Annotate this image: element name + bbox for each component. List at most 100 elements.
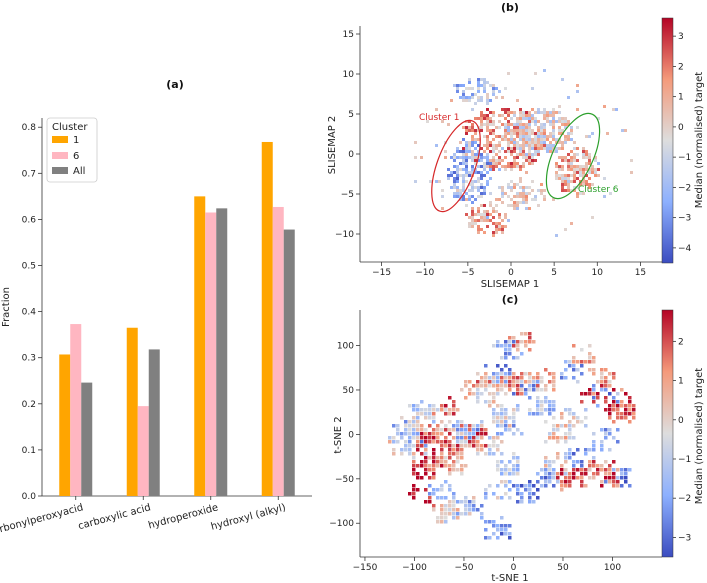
heatmap-cell: [612, 480, 616, 484]
heatmap-cell: [501, 192, 504, 195]
heatmap-cell: [519, 111, 522, 114]
heatmap-cell: [508, 468, 512, 472]
heatmap-cell: [516, 183, 519, 186]
heatmap-cell: [501, 225, 504, 228]
heatmap-cell: [468, 444, 472, 448]
heatmap-cell: [483, 90, 486, 93]
heatmap-cell: [412, 484, 416, 488]
heatmap-cell: [471, 138, 474, 141]
heatmap-cell: [512, 456, 516, 460]
heatmap-cell: [492, 440, 496, 444]
heatmap-cell: [488, 380, 492, 384]
heatmap-cell: [567, 138, 570, 141]
heatmap-cell: [580, 400, 584, 404]
heatmap-cell: [492, 416, 496, 420]
heatmap-cell: [416, 472, 420, 476]
heatmap-cell: [580, 364, 584, 368]
heatmap-cell: [596, 380, 600, 384]
heatmap-cell: [472, 508, 476, 512]
heatmap-cell: [552, 388, 556, 392]
heatmap-cell: [556, 476, 560, 480]
heatmap-cell: [513, 111, 516, 114]
heatmap-cell: [525, 198, 528, 201]
y-tick-label: 0.1: [22, 446, 36, 456]
heatmap-cell: [592, 356, 596, 360]
heatmap-cell: [564, 189, 567, 192]
heatmap-cell: [612, 436, 616, 440]
heatmap-cell: [600, 372, 604, 376]
heatmap-cell: [570, 132, 573, 135]
heatmap-cell: [576, 360, 580, 364]
heatmap-cell: [616, 400, 620, 404]
heatmap-cell: [510, 162, 513, 165]
heatmap-cell: [388, 436, 392, 440]
heatmap-cell: [516, 472, 520, 476]
heatmap-cell: [477, 87, 480, 90]
heatmap-cell: [504, 428, 508, 432]
heatmap-cell: [588, 352, 592, 356]
heatmap-cell: [628, 484, 632, 488]
heatmap-cell: [604, 384, 608, 388]
heatmap-cell: [549, 135, 552, 138]
heatmap-cell: [456, 195, 459, 198]
heatmap-cell: [450, 171, 453, 174]
heatmap-cell: [444, 150, 447, 153]
heatmap-cell: [456, 168, 459, 171]
heatmap-cell: [630, 159, 633, 162]
heatmap-cell: [501, 219, 504, 222]
heatmap-cell: [522, 144, 525, 147]
heatmap-cell: [534, 117, 537, 120]
heatmap-cell: [513, 165, 516, 168]
heatmap-cell: [585, 183, 588, 186]
heatmap-cell: [496, 436, 500, 440]
heatmap-cell: [492, 444, 496, 448]
heatmap-cell: [552, 380, 556, 384]
heatmap-cell: [432, 492, 436, 496]
heatmap-cell: [528, 492, 532, 496]
heatmap-cell: [444, 428, 448, 432]
heatmap-cell: [591, 165, 594, 168]
heatmap-cell: [548, 408, 552, 412]
heatmap-cell: [486, 183, 489, 186]
heatmap-cell: [600, 480, 604, 484]
heatmap-cell: [456, 408, 460, 412]
panel-a-ylabel: Fraction: [1, 287, 12, 327]
heatmap-cell: [416, 476, 420, 480]
heatmap-cell: [510, 141, 513, 144]
heatmap-cell: [616, 428, 620, 432]
heatmap-cell: [525, 135, 528, 138]
heatmap-cell: [424, 464, 428, 468]
heatmap-cell: [564, 424, 568, 428]
heatmap-cell: [476, 428, 480, 432]
heatmap-cell: [480, 376, 484, 380]
heatmap-cell: [480, 129, 483, 132]
heatmap-cell: [501, 201, 504, 204]
heatmap-cell: [464, 432, 468, 436]
heatmap-cell: [408, 452, 412, 456]
heatmap-cell: [564, 436, 568, 440]
heatmap-cell: [492, 168, 495, 171]
heatmap-cell: [564, 476, 568, 480]
heatmap-cell: [474, 186, 477, 189]
heatmap-cell: [447, 174, 450, 177]
heatmap-cell: [483, 204, 486, 207]
heatmap-cell: [488, 444, 492, 448]
heatmap-cell: [480, 123, 483, 126]
heatmap-cell: [513, 141, 516, 144]
heatmap-cell: [424, 412, 428, 416]
heatmap-cell: [555, 165, 558, 168]
heatmap-cell: [486, 219, 489, 222]
heatmap-cell: [471, 150, 474, 153]
heatmap-cell: [520, 380, 524, 384]
heatmap-cell: [456, 444, 460, 448]
heatmap-cell: [596, 396, 600, 400]
heatmap-cell: [428, 476, 432, 480]
heatmap-cell: [567, 135, 570, 138]
heatmap-cell: [456, 436, 460, 440]
heatmap-cell: [420, 432, 424, 436]
heatmap-cell: [561, 123, 564, 126]
heatmap-cell: [548, 372, 552, 376]
heatmap-cell: [564, 174, 567, 177]
heatmap-cell: [588, 186, 591, 189]
heatmap-cell: [556, 472, 560, 476]
